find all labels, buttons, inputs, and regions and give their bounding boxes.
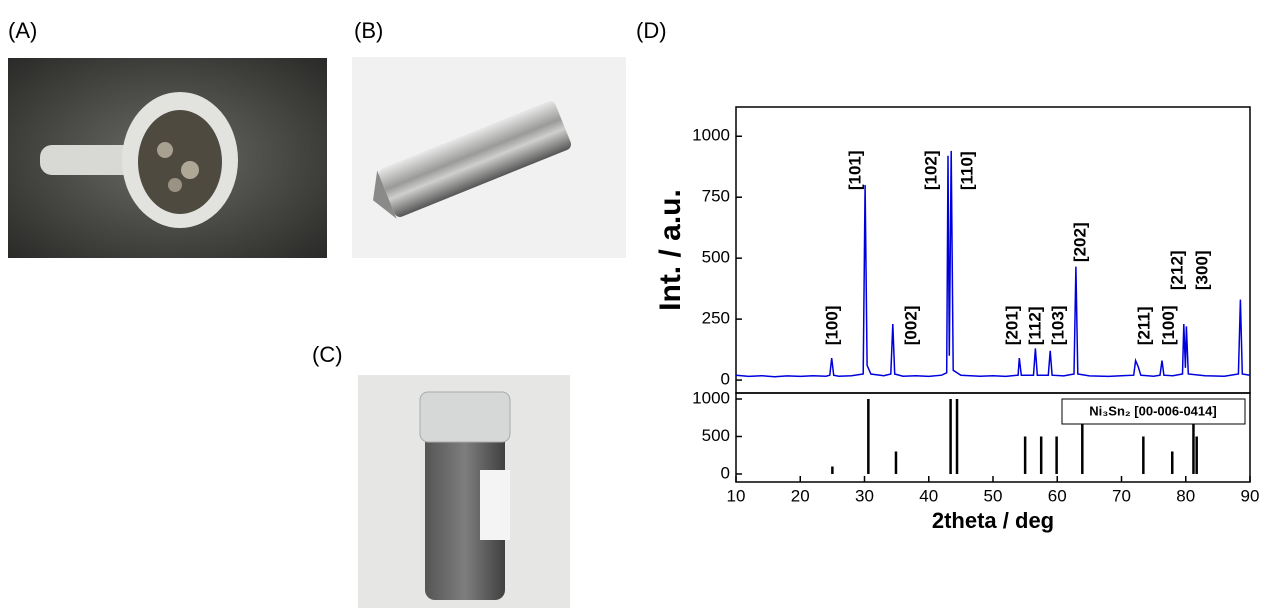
legend-box [1061, 398, 1246, 425]
peak-label: [002] [902, 306, 921, 346]
photo-c [358, 375, 570, 608]
peak-label: [212] [1168, 250, 1187, 290]
peak-label: [100] [1159, 306, 1178, 346]
x-tick-label: 50 [984, 486, 1003, 505]
y-tick-label: 500 [702, 248, 730, 267]
spectrum-line [735, 150, 1251, 378]
panel-label: (A) [8, 18, 37, 43]
peak-label: [112] [1026, 306, 1045, 345]
y-tick-label: 0 [721, 370, 730, 389]
y-tick-label: 0 [721, 463, 730, 482]
panel-label: (C) [312, 342, 343, 367]
peak-label: [211] [1135, 306, 1154, 345]
plot-frame [735, 106, 1251, 394]
x-tick-label: 90 [1241, 486, 1260, 505]
y-tick-label: 250 [702, 309, 730, 328]
photo-a [8, 58, 327, 258]
peak-label: [103] [1049, 306, 1068, 346]
x-tick-label: 60 [1048, 486, 1067, 505]
peak-label: [201] [1002, 306, 1021, 346]
x-tick-label: 70 [1112, 486, 1131, 505]
panel-label: (D) [636, 18, 667, 43]
y-axis-label: Int. / a.u. [654, 189, 687, 311]
x-axis-label: 2theta / deg [932, 508, 1054, 533]
panel-label: (B) [354, 18, 383, 43]
x-tick-label: 80 [1176, 486, 1195, 505]
x-tick-label: 20 [791, 486, 810, 505]
x-tick-label: 30 [855, 486, 874, 505]
legend-text: Ni₃Sn₂ [00-006-0414] [1089, 403, 1216, 418]
peak-label: [202] [1071, 222, 1090, 262]
peak-label: [110] [957, 151, 976, 190]
y-tick-label: 500 [702, 426, 730, 445]
peak-label: [102] [921, 150, 940, 190]
y-tick-label: 1000 [692, 388, 730, 407]
peak-label: [101] [846, 150, 865, 190]
y-tick-label: 750 [702, 187, 730, 206]
photo-b [352, 57, 626, 258]
peak-label: [300] [1193, 250, 1212, 290]
peak-label: [100] [823, 306, 842, 346]
x-tick-label: 40 [919, 486, 938, 505]
y-tick-label: 1000 [692, 126, 730, 145]
x-tick-label: 10 [727, 486, 746, 505]
